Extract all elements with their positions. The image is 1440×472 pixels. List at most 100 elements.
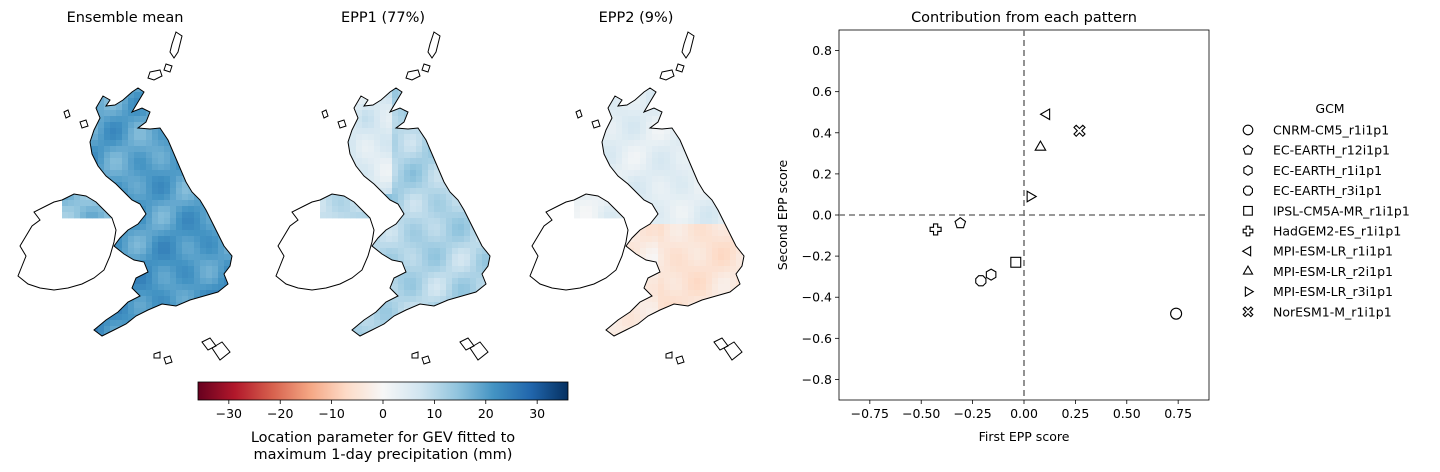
colorbar-gradient xyxy=(197,381,569,401)
legend-entry: MPI-ESM-LR_r3i1p1 xyxy=(1244,284,1393,299)
coastline-island xyxy=(659,69,675,81)
data-point xyxy=(1026,190,1038,203)
legend-marker xyxy=(1243,185,1253,196)
colorbar-tick-label: −30 xyxy=(216,406,242,421)
map-title-ensemble-mean: Ensemble mean xyxy=(67,10,184,26)
coastline-island xyxy=(421,355,431,365)
legend-marker xyxy=(1242,144,1254,155)
x-tick-label: 0.25 xyxy=(1061,406,1089,421)
x-tick-label: 0.75 xyxy=(1164,406,1192,421)
legend-entry: IPSL-CM5A-MR_r1i1p1 xyxy=(1243,203,1410,218)
y-tick-label: −0.2 xyxy=(802,249,832,264)
legend-marker xyxy=(1242,124,1254,136)
x-tick-label: −0.25 xyxy=(953,406,991,421)
legend-marker xyxy=(1242,265,1254,275)
legend-marker xyxy=(1243,205,1253,216)
legend-label: MPI-ESM-LR_r3i1p1 xyxy=(1273,284,1393,299)
y-tick-label: 0.0 xyxy=(812,208,832,223)
coastline-island xyxy=(163,63,173,73)
legend-entry: EC-EARTH_r12i1p1 xyxy=(1242,143,1390,158)
coastline-island xyxy=(321,109,329,119)
coastline-great-britain xyxy=(347,87,491,337)
legend-entry: NorESM1-M_r1i1p1 xyxy=(1242,304,1392,319)
legend-label: EC-EARTH_r1i1p1 xyxy=(1273,163,1382,178)
data-point xyxy=(1039,108,1051,121)
legend-label: MPI-ESM-LR_r1i1p1 xyxy=(1273,244,1393,259)
legend-entry: HadGEM2-ES_r1i1p1 xyxy=(1242,224,1401,239)
colorbar-tick-label: −20 xyxy=(267,406,293,421)
coastline-island xyxy=(723,341,743,361)
data-point xyxy=(1170,307,1183,320)
legend-label: IPSL-CM5A-MR_r1i1p1 xyxy=(1273,203,1410,218)
legend-marker xyxy=(1242,225,1254,237)
coastline-island xyxy=(469,341,489,361)
colorbar-tick-label: 0 xyxy=(379,406,387,421)
y-tick-label: 0.8 xyxy=(812,43,832,58)
legend-label: EC-EARTH_r12i1p1 xyxy=(1273,143,1390,158)
legend-label: MPI-ESM-LR_r2i1p1 xyxy=(1273,264,1393,279)
map-title-epp1: EPP1 (77%) xyxy=(341,10,425,26)
colorbar: −30 −20 −10 0 10 20 30 Location parameter for … xyxy=(197,381,569,463)
data-point xyxy=(1034,140,1047,151)
coastline-island xyxy=(675,355,685,365)
x-axis-label: First EPP score xyxy=(979,429,1070,444)
legend-entry: CNRM-CM5_r1i1p1 xyxy=(1242,123,1389,138)
coastline-ireland xyxy=(529,193,629,291)
data-point xyxy=(975,275,987,287)
data-point xyxy=(954,217,967,229)
scatter-title: Contribution from each pattern xyxy=(911,10,1137,26)
coastline-great-britain xyxy=(89,87,233,337)
y-tick-label: 0.6 xyxy=(812,84,832,99)
y-tick-label: −0.4 xyxy=(802,290,832,305)
coastline-island xyxy=(713,337,729,351)
coastline-island xyxy=(411,351,419,359)
legend-marker xyxy=(1244,286,1255,298)
x-tick-label: 0.00 xyxy=(1010,406,1038,421)
data-point xyxy=(1010,256,1022,268)
coastline-island xyxy=(163,355,173,365)
colorbar-tick-label: −10 xyxy=(318,406,344,421)
colorbar-tick-label: 20 xyxy=(478,406,494,421)
legend-marker xyxy=(1241,245,1252,257)
x-tick-label: −0.50 xyxy=(902,406,940,421)
y-tick-label: −0.6 xyxy=(802,331,832,346)
coastline-island xyxy=(211,341,231,361)
coastline-great-britain xyxy=(601,87,745,337)
x-tick-label: 0.50 xyxy=(1113,406,1141,421)
legend-entry: MPI-ESM-LR_r2i1p1 xyxy=(1242,264,1393,279)
coastline-ireland xyxy=(17,193,117,291)
coastline-island xyxy=(169,31,183,59)
colorbar-tick-label: 30 xyxy=(529,406,545,421)
x-tick-label: −0.75 xyxy=(851,406,889,421)
coastline-island xyxy=(337,119,347,129)
y-tick-label: 0.2 xyxy=(812,166,832,181)
coastline-island xyxy=(405,69,421,81)
map-panel-epp2 xyxy=(529,31,745,365)
map-panel-epp1 xyxy=(275,31,491,365)
colorbar-label-line1: Location parameter for GEV fitted to xyxy=(251,430,515,446)
data-point xyxy=(1073,124,1086,138)
data-point xyxy=(985,268,997,281)
map-panel-ensemble-mean xyxy=(17,31,233,365)
coastline-island xyxy=(665,351,673,359)
legend-label: HadGEM2-ES_r1i1p1 xyxy=(1273,224,1401,239)
coastline-island xyxy=(591,119,601,129)
colorbar-label-line2: maximum 1-day precipitation (mm) xyxy=(254,447,513,463)
legend-marker xyxy=(1242,306,1254,318)
scatter-chart: Contribution from each pattern −0.75 −0.5… xyxy=(775,10,1210,444)
colorbar-tick-label: 10 xyxy=(426,406,442,421)
coastline-ireland xyxy=(275,193,375,291)
legend-label: CNRM-CM5_r1i1p1 xyxy=(1273,123,1389,138)
coastline-island xyxy=(63,109,71,119)
coastline-island xyxy=(147,69,163,81)
legend-title: GCM xyxy=(1315,101,1344,116)
legend-label: NorESM1-M_r1i1p1 xyxy=(1273,304,1392,319)
coastline-island xyxy=(575,109,583,119)
legend-entry: EC-EARTH_r1i1p1 xyxy=(1243,163,1382,178)
legend: GCM CNRM-CM5_r1i1p1 EC-EARTH_r12i1p1 EC-EA… xyxy=(1241,101,1410,319)
coastline-island xyxy=(79,119,89,129)
coastline-island xyxy=(201,337,217,351)
y-tick-label: −0.8 xyxy=(802,372,832,387)
coastline-island xyxy=(459,337,475,351)
